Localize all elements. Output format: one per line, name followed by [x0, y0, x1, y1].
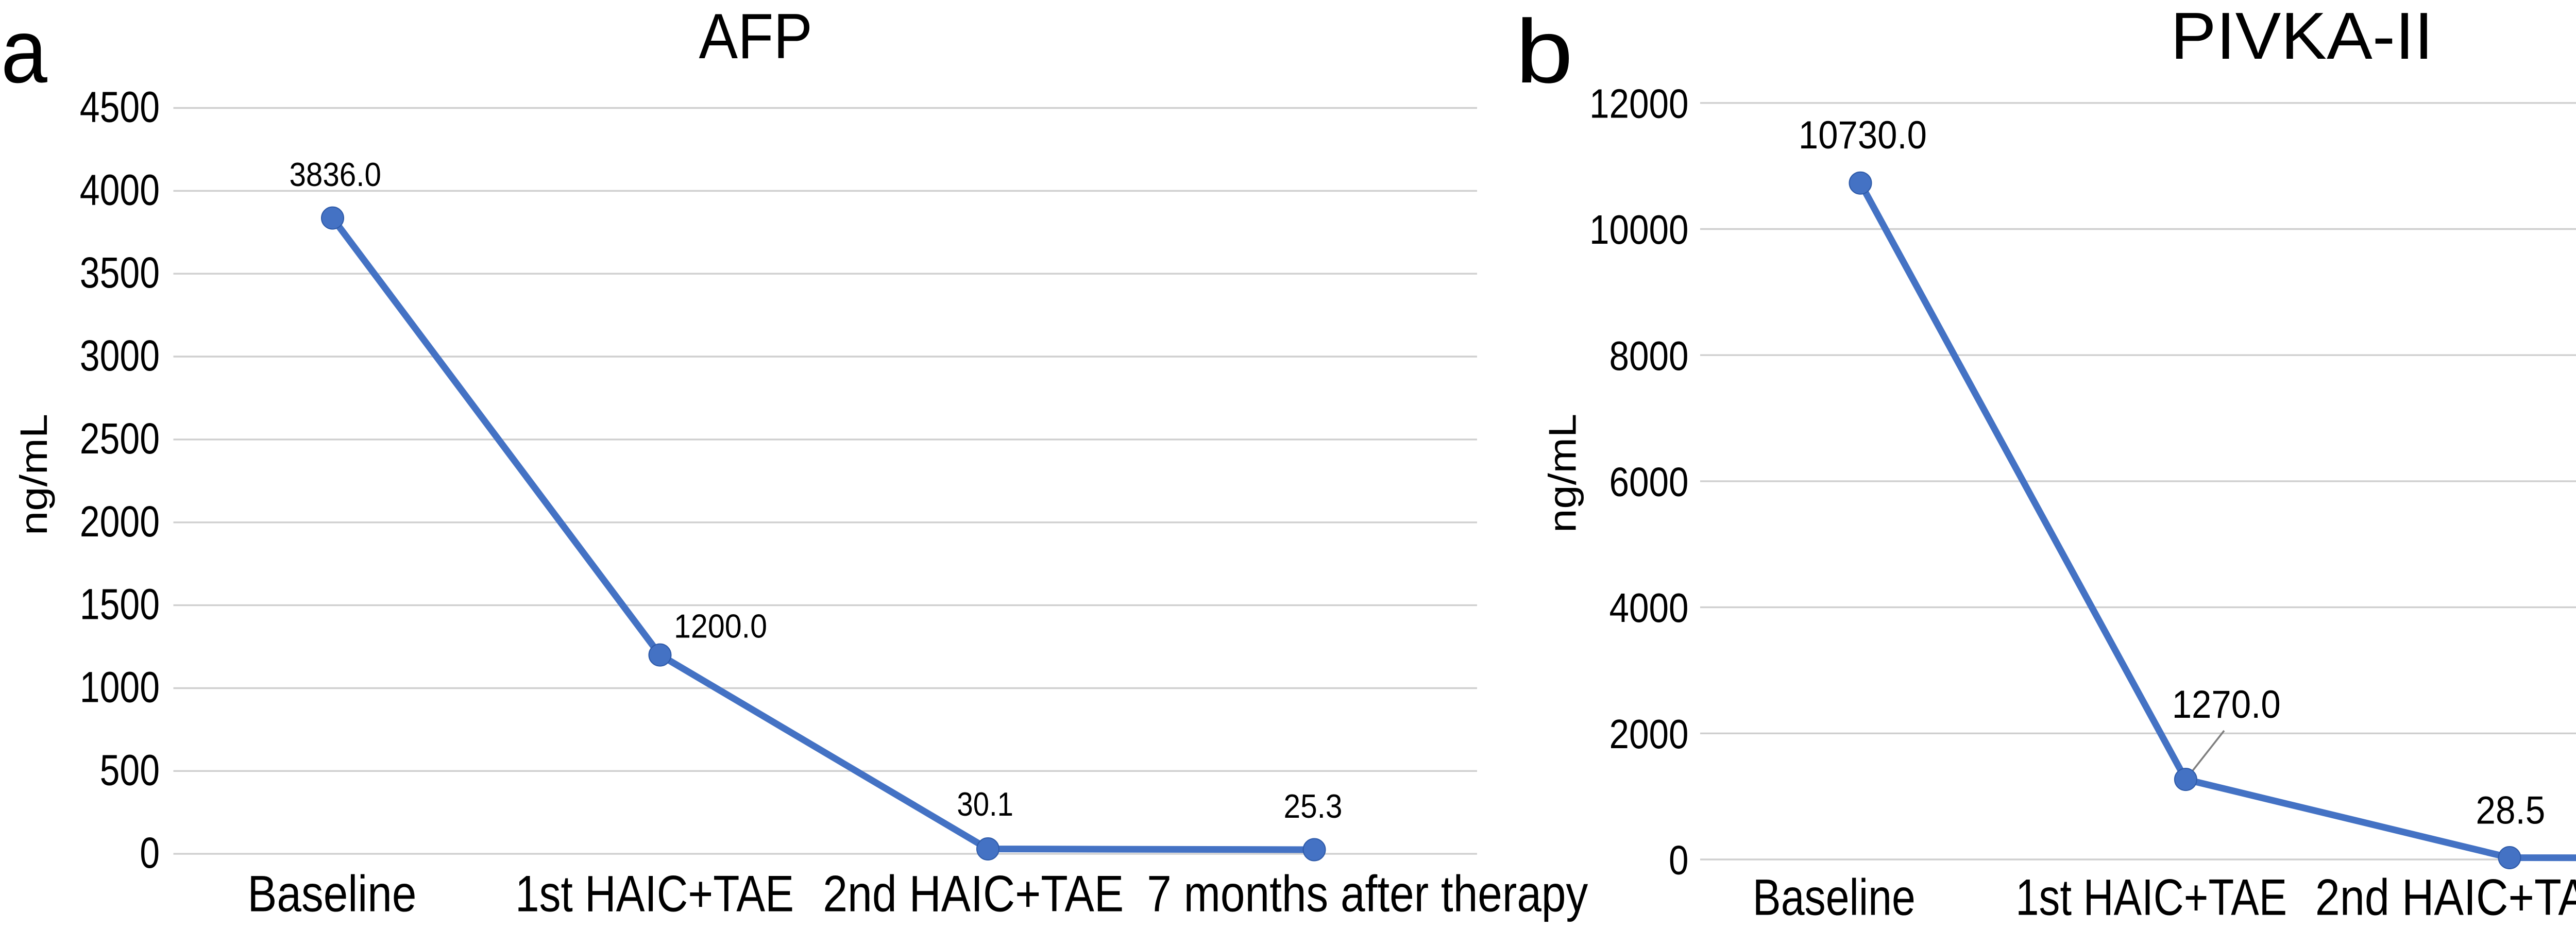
svg-text:2000: 2000 [80, 497, 160, 546]
svg-text:10000: 10000 [1589, 207, 1689, 252]
svg-text:12000: 12000 [1589, 80, 1689, 126]
svg-text:3836.0: 3836.0 [289, 156, 381, 193]
svg-text:2nd HAIC+TAE: 2nd HAIC+TAE [823, 865, 1124, 922]
svg-text:2000: 2000 [1609, 711, 1689, 757]
svg-text:7 months after therapy: 7 months after therapy [1147, 865, 1588, 922]
svg-text:4000: 4000 [80, 165, 160, 214]
svg-text:AFP: AFP [699, 1, 813, 72]
svg-text:4500: 4500 [80, 83, 160, 131]
svg-text:2nd HAIC+TAE: 2nd HAIC+TAE [2315, 869, 2576, 926]
svg-text:28.5: 28.5 [2476, 789, 2545, 833]
svg-text:2500: 2500 [80, 414, 160, 463]
svg-text:3500: 3500 [80, 248, 160, 297]
svg-text:1200.0: 1200.0 [674, 608, 767, 645]
svg-text:a: a [1, 1, 47, 102]
svg-text:ng/mL: ng/mL [1540, 414, 1584, 533]
svg-text:0: 0 [1669, 837, 1689, 883]
svg-text:1500: 1500 [80, 580, 160, 629]
svg-text:Baseline: Baseline [247, 865, 416, 922]
svg-text:6000: 6000 [1609, 459, 1689, 505]
svg-text:1270.0: 1270.0 [2172, 683, 2281, 727]
svg-text:30.1: 30.1 [957, 785, 1013, 823]
svg-text:PIVKA-II: PIVKA-II [2171, 0, 2433, 73]
svg-text:1000: 1000 [80, 663, 160, 712]
svg-text:3000: 3000 [80, 331, 160, 380]
svg-text:10730.0: 10730.0 [1799, 113, 1927, 157]
svg-text:ng/mL: ng/mL [12, 414, 55, 535]
svg-text:25.3: 25.3 [1284, 787, 1343, 825]
svg-text:Baseline: Baseline [1753, 869, 1916, 926]
svg-text:b: b [1516, 2, 1573, 102]
svg-text:1st HAIC+TAE: 1st HAIC+TAE [2015, 869, 2287, 926]
svg-text:1st HAIC+TAE: 1st HAIC+TAE [515, 865, 794, 922]
svg-text:500: 500 [100, 746, 160, 794]
svg-text:0: 0 [140, 829, 160, 877]
svg-text:8000: 8000 [1609, 333, 1689, 379]
svg-text:4000: 4000 [1609, 585, 1689, 631]
